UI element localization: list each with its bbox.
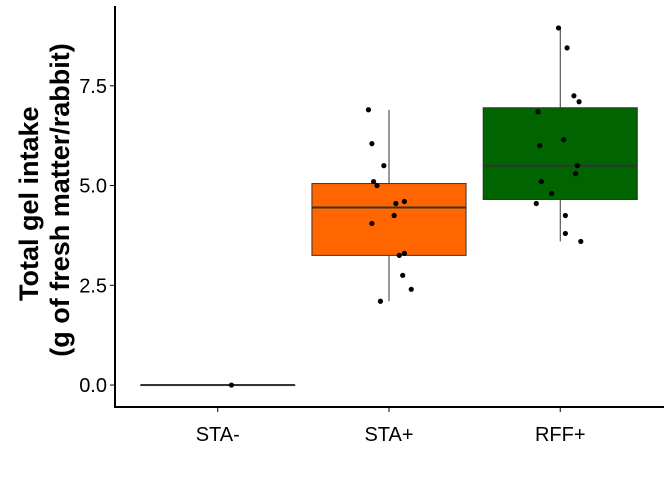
- data-point: [535, 109, 541, 115]
- data-point: [571, 93, 577, 99]
- box-sta-: [140, 384, 296, 387]
- y-axis-title-line-1: Total gel intake: [14, 106, 44, 301]
- data-point: [578, 238, 584, 245]
- data-point: [537, 143, 543, 149]
- data-point: [370, 178, 377, 185]
- x-tick-label: STA-: [196, 424, 240, 446]
- data-point: [401, 250, 408, 256]
- data-point: [228, 382, 235, 388]
- data-point: [369, 220, 375, 227]
- data-point: [538, 178, 545, 185]
- data-point: [555, 25, 562, 31]
- y-axis-title-line-2: (g of fresh matter/rabbit): [45, 43, 75, 357]
- box-rff-: [482, 27, 638, 242]
- data-point: [365, 107, 372, 113]
- data-point: [377, 298, 384, 304]
- plot-marks: [140, 25, 638, 388]
- y-tick-label: 0.0: [79, 375, 107, 397]
- data-point: [396, 252, 402, 258]
- y-axis-ticks: 0.0 2.5 5.0 7.5: [79, 76, 115, 397]
- data-point: [393, 200, 399, 207]
- points-rff-: [533, 25, 584, 245]
- data-point: [562, 230, 568, 237]
- data-point: [561, 137, 567, 143]
- data-point: [400, 272, 406, 278]
- data-point: [391, 212, 397, 219]
- y-tick-label: 5.0: [79, 176, 107, 198]
- y-tick-label: 2.5: [79, 275, 107, 297]
- x-axis-ticks: STA- STA+ RFF+: [196, 407, 586, 446]
- points-sta-: [365, 107, 414, 304]
- data-point: [574, 163, 580, 169]
- box-body: [311, 183, 467, 256]
- data-point: [374, 182, 380, 189]
- data-point: [573, 170, 579, 177]
- x-tick-label: RFF+: [535, 424, 586, 446]
- y-axis-title: Total gel intake (g of fresh matter/rabb…: [14, 43, 75, 357]
- data-point: [381, 163, 387, 169]
- data-point: [564, 45, 570, 51]
- box-body: [482, 107, 638, 201]
- data-point: [408, 286, 414, 292]
- data-point: [576, 99, 582, 105]
- data-point: [549, 190, 555, 197]
- box-sta-: [311, 109, 467, 302]
- data-point: [401, 198, 408, 205]
- data-point: [369, 141, 375, 147]
- x-tick-label: STA+: [364, 424, 413, 446]
- y-tick-label: 7.5: [79, 76, 107, 98]
- points-sta-: [228, 382, 235, 388]
- data-point: [533, 200, 539, 207]
- data-point: [562, 212, 568, 219]
